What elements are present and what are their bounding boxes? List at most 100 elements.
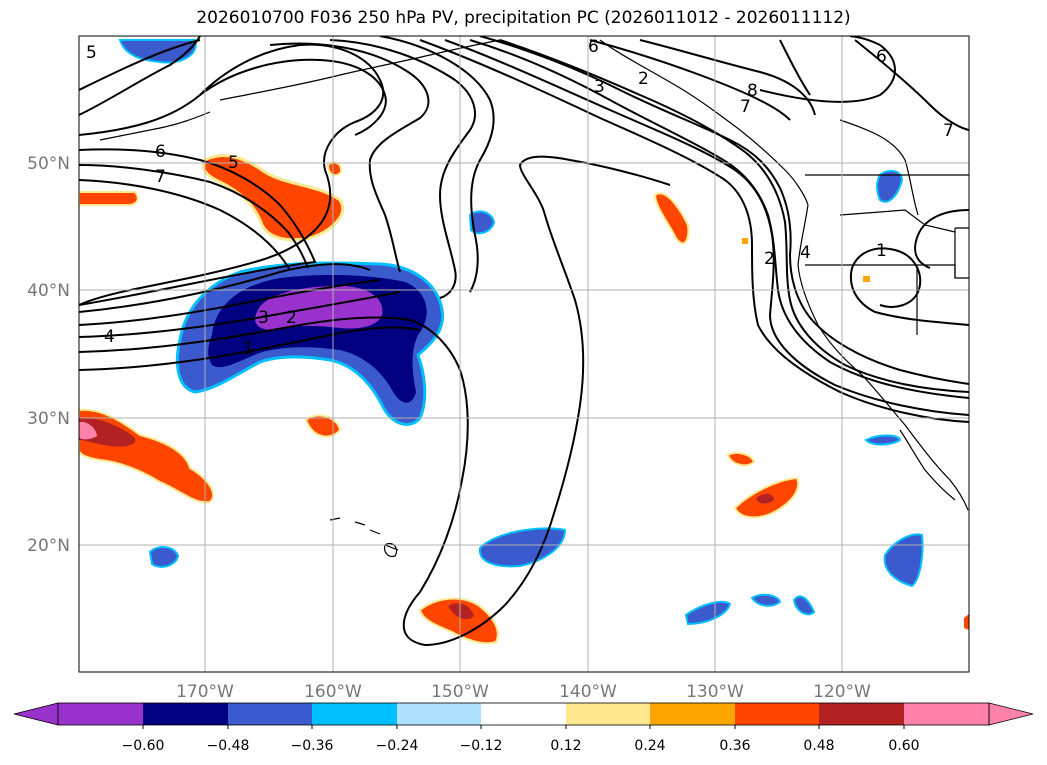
- precip-negative-cell: [883, 533, 924, 588]
- pv-contour-line: [79, 179, 291, 271]
- colorbar-lower-extend: [13, 702, 59, 726]
- border-line: [839, 119, 919, 216]
- hawaii-island: [383, 542, 398, 557]
- map-frame: [78, 35, 970, 673]
- colorbar-tick-label: −0.48: [207, 738, 250, 754]
- precip-positive-cell: [726, 452, 756, 467]
- precip-positive-cell: [304, 414, 342, 438]
- precip-positive-cell: [418, 597, 499, 645]
- pv-contour-line: [79, 263, 371, 313]
- baja-coastline: [899, 429, 956, 501]
- precip-negative-cell: [478, 527, 567, 568]
- longitude-label: 170°W: [176, 682, 234, 702]
- pv-contour-line: [914, 209, 969, 269]
- precip-negative-cell: [468, 210, 496, 235]
- precip-negative-cell: [750, 593, 782, 607]
- pv-contour-line: [854, 39, 969, 131]
- precip-negative-cell-north: [118, 39, 197, 64]
- precip-positive-cell: [653, 192, 690, 245]
- precip-positive-cell: [79, 191, 139, 206]
- colorbar-segment: [735, 703, 819, 725]
- contour-label: 5: [228, 153, 239, 173]
- latitude-label: 20°N: [27, 536, 70, 556]
- latitude-label: 50°N: [27, 154, 70, 174]
- longitude-label: 160°W: [304, 682, 362, 702]
- colorbar-segment: [904, 703, 989, 725]
- precip-negative-cell: [876, 169, 904, 203]
- contour-label: 7: [740, 97, 751, 117]
- precip-positive-cell: [326, 161, 343, 177]
- colorbar-segment: [819, 703, 904, 725]
- colorbar-tick-label: −0.60: [122, 738, 165, 754]
- colorbar-tick-label: −0.24: [376, 738, 419, 754]
- contour-label: 1: [243, 339, 254, 359]
- precip-positive-peak: [79, 421, 97, 440]
- colorbar-segment: [481, 703, 566, 725]
- colorbar-tick-label: 0.48: [803, 738, 834, 754]
- contour-label: 5: [86, 43, 97, 63]
- colorbar-tick-label: −0.12: [460, 738, 503, 754]
- alaska-coastline: [219, 39, 501, 101]
- border-line: [805, 264, 969, 279]
- latitude-labels: 50°N 40°N 30°N 20°N: [27, 154, 70, 556]
- figure-title: 2026010700 F036 250 hPa PV, precipitatio…: [196, 8, 851, 28]
- pv-contour-line: [79, 36, 201, 116]
- west-coast-coastline: [797, 204, 969, 511]
- pv-contour-line: [850, 247, 969, 326]
- contour-label: 4: [800, 243, 811, 263]
- pv-contour-line: [79, 164, 309, 269]
- pv-contour-line: [199, 58, 387, 136]
- colorbar-segment: [228, 703, 312, 725]
- alaska-coastline: [99, 111, 211, 141]
- pv-contour-line: [469, 39, 969, 399]
- pv-contour-line: [79, 326, 421, 371]
- hawaii-islands: [329, 517, 399, 551]
- colorbar-segment: [650, 703, 735, 725]
- pv-contour-line: [779, 39, 811, 96]
- pv-contour-line: [79, 291, 401, 338]
- pv-contour-line: [79, 148, 317, 306]
- contour-label: 6: [876, 47, 887, 67]
- contour-label: 6: [155, 142, 166, 162]
- colorbar-segment: [58, 703, 143, 725]
- contour-label: 1: [876, 241, 887, 261]
- pv-contour-line: [499, 39, 969, 393]
- precip-negative-cell: [792, 595, 816, 616]
- precip-positive-cell: [964, 614, 969, 630]
- contour-label: 3: [258, 308, 269, 328]
- pv-contour-line: [269, 42, 430, 273]
- colorbar-segment: [566, 703, 650, 725]
- pv-contour-line: [419, 39, 969, 423]
- pv-contour-line: [79, 39, 201, 91]
- contour-label: 2: [638, 69, 649, 89]
- pv-contour-line: [79, 43, 385, 306]
- pv-contours: [79, 36, 969, 647]
- contour-label: 2: [764, 249, 775, 269]
- colorbar: −0.60 −0.48 −0.36 −0.24 −0.12 0.12 0.24 …: [13, 702, 1034, 754]
- alaska-panhandle-coastline: [599, 39, 809, 206]
- contour-label: 6: [588, 37, 599, 57]
- border-line: [954, 227, 969, 278]
- graticule: [79, 36, 969, 672]
- colorbar-tick-label: 0.12: [550, 738, 581, 754]
- border-line: [839, 209, 956, 233]
- colorbar-segment: [397, 703, 481, 725]
- pv-contour-line: [329, 39, 476, 299]
- contour-label: 8: [747, 81, 758, 101]
- longitude-label: 120°W: [813, 682, 871, 702]
- pv-contour-line: [379, 36, 495, 293]
- precip-positive-cell: [863, 276, 870, 282]
- precip-negative-cell: [864, 434, 902, 446]
- longitude-label: 130°W: [686, 682, 744, 702]
- precip-positive-core: [79, 417, 136, 447]
- latitude-label: 30°N: [27, 409, 70, 429]
- pv-contour-line: [639, 39, 816, 116]
- contour-label: 4: [104, 327, 115, 347]
- precip-negative-cell: [148, 546, 180, 568]
- colorbar-tick-label: −0.36: [291, 738, 334, 754]
- precip-negative-cell: [684, 600, 732, 626]
- longitude-label: 140°W: [559, 682, 617, 702]
- longitude-label: 150°W: [431, 682, 489, 702]
- pv-contour-line: [589, 39, 791, 121]
